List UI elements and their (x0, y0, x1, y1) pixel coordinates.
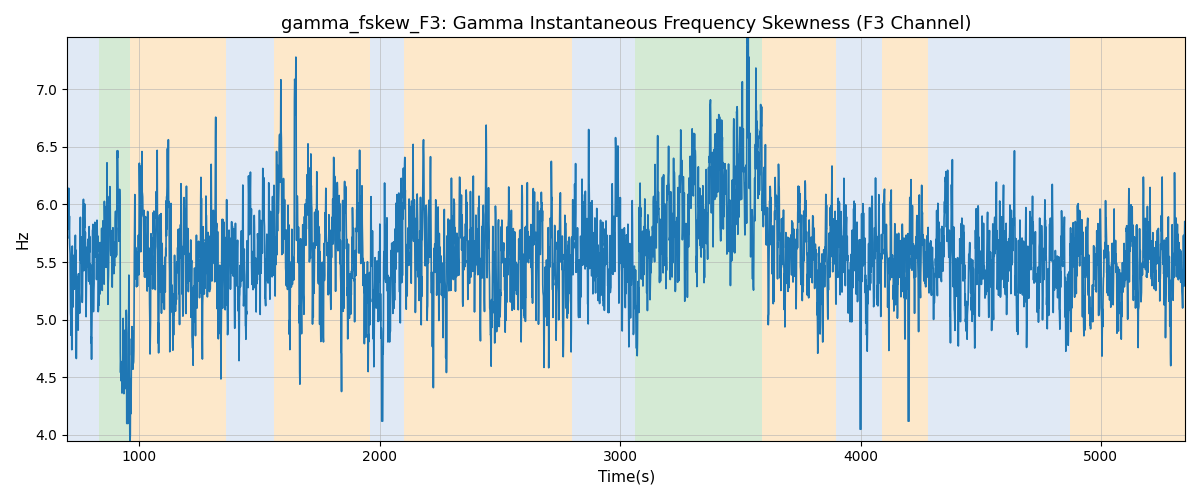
Bar (130, 38, 226, 440)
Bar (1069, 38, 1186, 440)
Y-axis label: Hz: Hz (16, 230, 30, 249)
Bar (370, 38, 403, 440)
Bar (882, 38, 928, 440)
Bar (403, 38, 572, 440)
Bar (226, 38, 274, 440)
X-axis label: Time(s): Time(s) (598, 470, 655, 485)
Bar (836, 38, 882, 440)
Bar (928, 38, 1069, 440)
Title: gamma_fskew_F3: Gamma Instantaneous Frequency Skewness (F3 Channel): gamma_fskew_F3: Gamma Instantaneous Freq… (281, 15, 971, 34)
Bar (67, 38, 98, 440)
Bar (98, 38, 130, 440)
Bar (274, 38, 370, 440)
Bar (635, 38, 762, 440)
Bar (572, 38, 635, 440)
Bar (762, 38, 836, 440)
